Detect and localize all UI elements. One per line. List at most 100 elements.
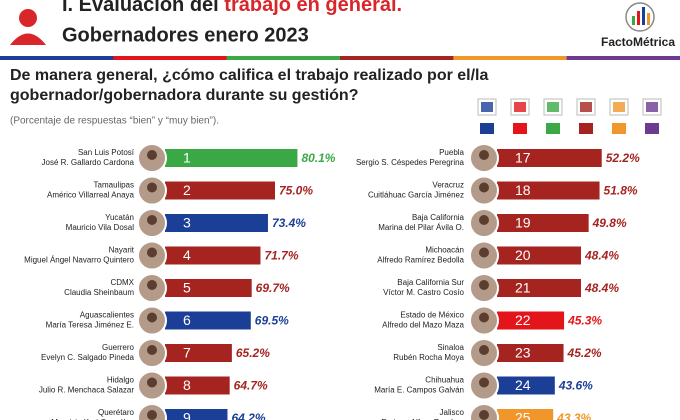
bar [165, 344, 232, 362]
rank: 9 [183, 410, 191, 420]
rank: 18 [515, 182, 531, 198]
bar [497, 181, 600, 200]
state-label: Veracruz [432, 181, 464, 190]
logo-icon [10, 9, 46, 45]
state-label: Puebla [439, 148, 464, 157]
party-swatch [612, 123, 626, 134]
party-logo-inner [646, 102, 658, 112]
party-swatch [513, 123, 527, 134]
state-label: Tamaulipas [94, 181, 134, 190]
party-swatch [579, 123, 593, 134]
value-label: 75.0% [279, 184, 313, 198]
party-swatch [645, 123, 659, 134]
governor-photo-head [147, 377, 157, 388]
rank: 19 [515, 215, 531, 231]
note: (Porcentaje de respuestas “bien” y “muy … [10, 116, 219, 127]
bar [497, 246, 581, 265]
state-label: Jalisco [440, 408, 465, 417]
party-logo-inner [481, 102, 493, 112]
stripe-segment [566, 56, 680, 60]
governor-name: Mauricio Vila Dosal [66, 223, 135, 232]
subtitle: Gobernadores enero 2023 [62, 24, 309, 46]
value-label: 45.2% [567, 346, 602, 360]
party-logo-inner [580, 102, 592, 112]
governor-name: Miguel Ángel Navarro Quintero [24, 256, 134, 265]
governor-photo-head [147, 312, 157, 323]
governor-name: Marina del Pilar Ávila O. [378, 223, 464, 232]
bar [497, 279, 581, 297]
governor-name: Víctor M. Castro Cosío [383, 288, 464, 297]
bar [165, 409, 228, 420]
rank: 4 [183, 247, 191, 263]
stripe-segment [453, 56, 568, 60]
bar [165, 181, 275, 200]
color-stripe [0, 56, 680, 60]
bar [165, 311, 251, 330]
governor-photo-head [479, 410, 489, 420]
question-line: De manera general, ¿cómo califica el tra… [10, 67, 489, 84]
governor-photo-head [479, 312, 489, 323]
value-label: 73.4% [272, 216, 306, 230]
governor-photo-head [479, 247, 489, 258]
state-label: Chihuahua [425, 376, 464, 385]
title-prefix: I. Evaluación del [62, 0, 219, 16]
party-logo-inner [613, 102, 625, 112]
governor-photo-head [479, 150, 489, 160]
state-label: San Luis Potosí [78, 148, 135, 157]
governor-name: Rubén Rocha Moya [393, 353, 464, 362]
party-logo-inner [547, 102, 559, 112]
governor-photo-head [147, 247, 157, 258]
value-label: 43.3% [556, 411, 591, 420]
bar [497, 149, 602, 167]
rank: 7 [183, 345, 191, 361]
bar [165, 246, 261, 265]
bar [497, 409, 554, 420]
bar [497, 214, 589, 232]
value-label: 64.7% [234, 379, 268, 393]
rank: 6 [183, 312, 191, 328]
governor-photo-head [147, 280, 157, 290]
bar [165, 376, 230, 395]
governor-name: Alfredo Ramírez Bedolla [377, 256, 464, 265]
governor-name: Alfredo del Mazo Maza [382, 321, 464, 330]
party-swatch [546, 123, 560, 134]
party-legend [477, 98, 662, 134]
governor-name: José R. Gallardo Cardona [42, 158, 135, 167]
governor-name: María Teresa Jiménez E. [46, 321, 134, 330]
value-label: 69.5% [255, 314, 289, 328]
value-label: 48.4% [584, 249, 619, 263]
governor-photo-head [147, 410, 157, 420]
state-label: Nayarit [109, 246, 135, 255]
state-label: Yucatán [105, 213, 134, 222]
rank: 21 [515, 280, 531, 296]
party-swatch [480, 123, 494, 134]
stripe-segment [226, 56, 341, 60]
rank: 2 [183, 182, 191, 198]
governor-name: Mauricio Kuri González [51, 418, 134, 420]
state-label: Querétaro [98, 408, 135, 417]
value-label: 49.8% [592, 216, 627, 230]
governor-name: Cuitláhuac García Jiménez [368, 191, 464, 200]
value-label: 43.6% [558, 379, 593, 393]
bar [497, 344, 564, 362]
bar [497, 311, 565, 330]
state-label: Aguascalientes [80, 311, 134, 320]
value-label: 71.7% [264, 249, 298, 263]
rank: 23 [515, 345, 531, 361]
rank: 24 [515, 377, 531, 393]
title: I. Evaluación del trabajo en general. [62, 0, 402, 16]
brand: FactoMétrica [601, 35, 675, 49]
stripe-segment [340, 56, 455, 60]
state-label: Michoacán [425, 246, 464, 255]
value-label: 52.2% [606, 151, 640, 165]
stripe-segment [113, 56, 228, 60]
bar [497, 376, 555, 395]
state-label: Hidalgo [107, 376, 135, 385]
governor-photo-head [479, 345, 489, 355]
governor-name: Enrique Alfaro Ramírez [381, 418, 464, 420]
state-label: Estado de México [400, 311, 464, 320]
governor-name: Evelyn C. Salgado Pineda [41, 353, 135, 362]
